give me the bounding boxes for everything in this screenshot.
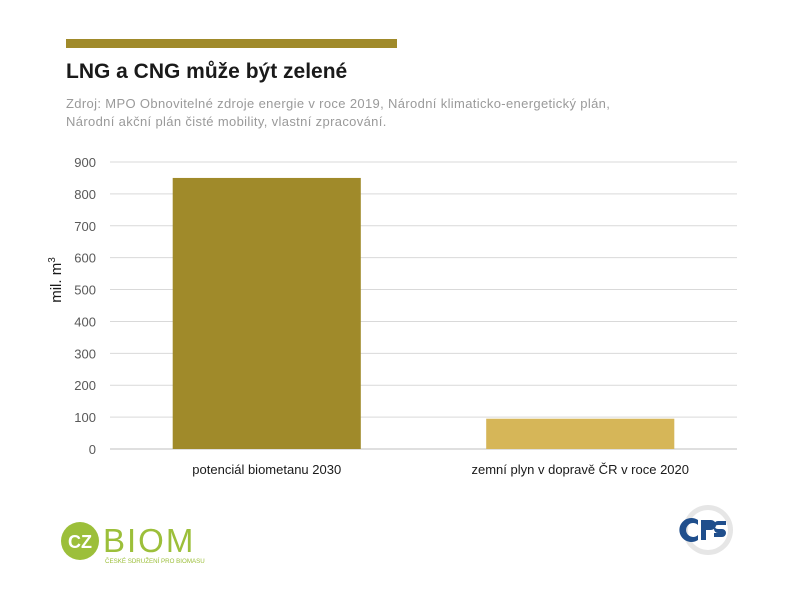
y-tick-label: 0 [89,442,96,457]
cps-p-stem [701,520,706,540]
y-axis-label-text: mil. m [48,263,65,303]
y-tick-label: 600 [74,251,96,266]
czbiom-wordmark: BIOM [103,522,195,559]
cps-c-shape [679,518,698,542]
y-tick-label: 900 [74,155,96,170]
y-tick-label: 500 [74,283,96,298]
y-axis-label: mil. m3 [47,257,65,303]
cps-p-bowl [706,520,716,530]
y-tick-label: 100 [74,410,96,425]
bar [486,418,675,449]
source-note: Zdroj: MPO Obnovitelné zdroje energie v … [66,95,746,131]
y-tick-label: 200 [74,378,96,393]
source-line-1: Zdroj: MPO Obnovitelné zdroje energie v … [66,96,611,111]
czbiom-tagline: ČESKÉ SDRUŽENÍ PRO BIOMASU [105,557,205,565]
y-tick-label: 700 [74,219,96,234]
cps-logo-icon [679,505,733,555]
title-accent-bar [66,39,397,48]
x-tick-label: zemní plyn v dopravě ČR v roce 2020 [472,462,690,477]
y-tick-label: 400 [74,314,96,329]
czbiom-logo: CZ BIOM ČESKÉ SDRUŽENÍ PRO BIOMASU [58,518,208,573]
y-axis-label-superscript: 3 [47,257,58,263]
y-tick-label: 300 [74,346,96,361]
cps-logo [668,504,748,561]
cps-s-shape [714,521,726,537]
page-title: LNG a CNG může být zelené [66,60,348,83]
czbiom-badge-circle [61,522,99,560]
bars [172,177,675,449]
x-tick-labels: potenciál biometanu 2030 zemní plyn v dop… [192,462,689,477]
source-line-2: Národní akční plán čisté mobility, vlast… [66,114,387,129]
bar [172,177,361,449]
czbiom-logo-icon: CZ BIOM ČESKÉ SDRUŽENÍ PRO BIOMASU [61,522,205,565]
czbiom-badge-text: CZ [68,532,92,552]
y-tick-label: 800 [74,187,96,202]
y-tick-labels: 0 100 200 300 400 500 600 700 800 900 [74,155,96,457]
x-tick-label: potenciál biometanu 2030 [192,462,341,477]
